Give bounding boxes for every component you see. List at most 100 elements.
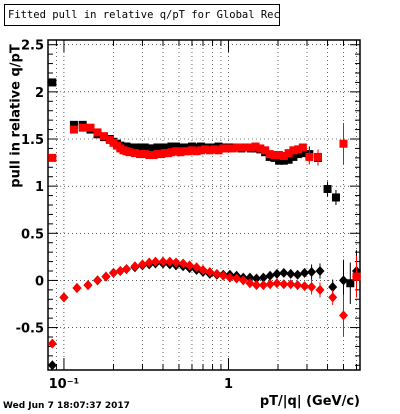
data-point xyxy=(233,143,242,152)
data-point xyxy=(305,152,314,161)
y-tick-label: 0 xyxy=(35,274,44,289)
data-point xyxy=(258,272,268,283)
data-point xyxy=(270,151,279,160)
data-point xyxy=(136,143,145,152)
data-point xyxy=(293,280,303,291)
data-point xyxy=(245,278,255,289)
data-point xyxy=(47,360,57,371)
data-point xyxy=(69,125,78,134)
data-point xyxy=(279,267,289,278)
data-point xyxy=(352,271,362,282)
data-point xyxy=(201,145,210,154)
chart-title: Fitted pull in relative q/pT for Global … xyxy=(4,4,280,26)
data-point xyxy=(145,151,154,160)
data-point xyxy=(196,146,205,155)
data-point xyxy=(265,270,275,281)
y-axis-label-text: pull in relative q/pT xyxy=(8,44,24,188)
data-point xyxy=(328,282,338,293)
data-point xyxy=(261,146,270,155)
data-point xyxy=(214,146,223,155)
data-point xyxy=(72,282,82,293)
y-tick-label: 2 xyxy=(35,86,44,101)
data-point xyxy=(315,284,325,295)
data-point xyxy=(279,156,288,165)
marks-layer xyxy=(47,78,362,371)
data-point xyxy=(245,272,255,283)
data-point xyxy=(223,144,232,153)
data-point xyxy=(242,143,251,152)
data-point xyxy=(307,282,317,293)
data-point xyxy=(251,142,260,151)
data-point xyxy=(218,270,228,281)
data-point xyxy=(130,261,140,272)
data-point xyxy=(86,123,95,132)
data-point xyxy=(205,266,215,277)
data-point xyxy=(219,144,228,153)
data-point xyxy=(178,258,188,269)
data-point xyxy=(294,150,303,159)
data-point xyxy=(140,143,149,152)
y-tick-label: 1.5 xyxy=(21,133,44,148)
data-point xyxy=(237,143,246,152)
data-point xyxy=(108,267,118,278)
timestamp: Wed Jun 7 18:07:37 2017 xyxy=(3,401,130,411)
data-point xyxy=(300,267,310,278)
data-point xyxy=(331,193,340,202)
data-point xyxy=(284,149,293,158)
data-point xyxy=(136,150,145,159)
y-tick-label: 0.5 xyxy=(21,227,44,242)
data-point xyxy=(256,144,265,153)
data-point xyxy=(228,144,237,153)
data-point xyxy=(279,151,288,160)
data-point xyxy=(122,264,132,275)
y-tick-label: 2.5 xyxy=(21,39,44,54)
data-point xyxy=(232,273,242,284)
data-point xyxy=(165,256,175,267)
data-point xyxy=(83,280,93,291)
x-tick-label: 1 xyxy=(224,377,233,392)
data-point xyxy=(101,271,111,282)
data-point xyxy=(48,153,57,162)
data-point xyxy=(93,275,103,286)
data-point xyxy=(210,145,219,154)
data-point xyxy=(172,147,181,156)
data-point xyxy=(315,266,325,276)
data-point xyxy=(298,143,307,152)
data-point xyxy=(286,268,296,279)
data-point xyxy=(286,279,296,290)
y-tick-label: 1 xyxy=(35,180,44,195)
data-point xyxy=(323,184,332,193)
data-point xyxy=(145,144,154,153)
data-point xyxy=(167,148,176,157)
data-point xyxy=(192,147,201,156)
x-axis-label: pT/|q| (GeV/c) xyxy=(259,394,360,409)
data-point xyxy=(125,148,134,157)
data-point xyxy=(265,150,274,159)
data-point xyxy=(293,269,303,280)
data-point xyxy=(225,272,235,283)
data-point xyxy=(272,278,282,289)
data-point xyxy=(265,279,275,290)
data-point xyxy=(176,143,185,152)
data-point xyxy=(338,310,348,321)
data-point xyxy=(99,132,108,141)
data-point xyxy=(59,292,69,303)
data-point xyxy=(78,123,87,132)
data-point xyxy=(338,275,348,286)
data-point xyxy=(187,146,196,155)
data-point xyxy=(140,150,149,159)
data-point xyxy=(93,128,102,137)
data-point xyxy=(346,279,355,288)
y-axis-label: pull in relative q/pT xyxy=(4,34,28,198)
data-point xyxy=(47,338,57,349)
data-point xyxy=(115,266,125,276)
data-point xyxy=(69,120,78,129)
data-point xyxy=(294,145,303,154)
data-point xyxy=(130,143,139,152)
data-point xyxy=(167,142,176,151)
data-point xyxy=(137,259,147,270)
data-point xyxy=(289,146,298,155)
data-point xyxy=(205,146,214,155)
data-point xyxy=(246,143,255,152)
